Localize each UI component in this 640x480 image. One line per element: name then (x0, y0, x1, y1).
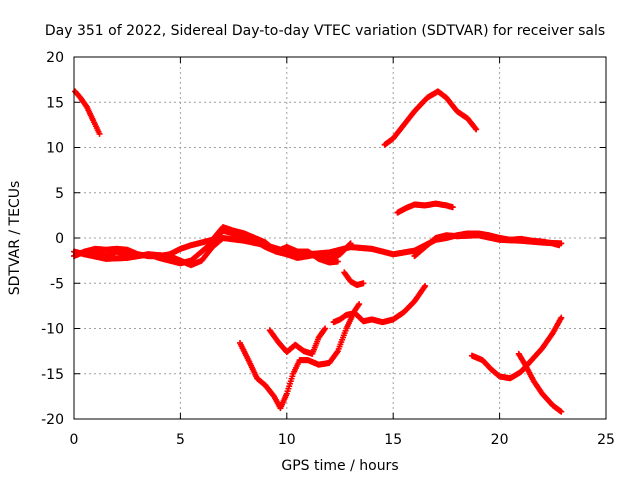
series-arc-bottom-right-a (468, 314, 565, 382)
data-point (96, 130, 103, 137)
data-series (71, 88, 565, 415)
series-arc-valley (236, 301, 363, 412)
data-point (472, 125, 479, 132)
grid-lines (74, 57, 606, 419)
series-arc-5tecu (394, 200, 456, 216)
series-arc-peak (381, 88, 480, 148)
data-point (558, 314, 565, 321)
data-point (422, 282, 429, 289)
x-tick-label: 10 (278, 432, 296, 448)
data-point (356, 301, 363, 308)
series-arc-bottom-right-b (515, 350, 565, 415)
data-point (334, 349, 341, 356)
data-point (334, 258, 341, 265)
x-tick-label: 15 (384, 432, 402, 448)
y-tick-label: 10 (46, 141, 64, 157)
y-axis-ticks: -20 -15 -10 -5 0 5 10 15 20 (41, 50, 606, 428)
data-point (558, 240, 565, 247)
data-point (558, 408, 565, 415)
x-axis-label: GPS time / hours (281, 458, 398, 474)
y-tick-label: 20 (46, 50, 64, 66)
series-arc-top-left (72, 88, 103, 137)
data-point (360, 280, 367, 287)
data-point (449, 204, 456, 211)
y-tick-label: -10 (41, 322, 64, 338)
series-arc-mid-right (411, 232, 565, 260)
data-point (322, 325, 329, 332)
y-tick-label: 15 (46, 95, 64, 111)
y-tick-label: -20 (41, 412, 64, 428)
data-point (473, 126, 480, 133)
plot-frame (73, 56, 607, 420)
y-tick-label: 5 (55, 186, 64, 202)
x-tick-label: 20 (491, 432, 509, 448)
y-axis-label: SDTVAR / TECUs (7, 181, 23, 296)
series-arc-lower-mid (330, 282, 429, 326)
x-tick-label: 25 (597, 432, 615, 448)
x-tick-label: 5 (176, 432, 185, 448)
series-arc-small-dip (341, 269, 367, 289)
data-point (421, 284, 428, 291)
chart-title: Day 351 of 2022, Sidereal Day-to-day VTE… (45, 23, 605, 39)
series-arc-valley-b (266, 325, 329, 357)
y-tick-label: -15 (41, 367, 64, 383)
x-tick-label: 0 (70, 432, 79, 448)
y-tick-label: 0 (55, 231, 64, 247)
y-tick-label: -5 (50, 276, 64, 292)
